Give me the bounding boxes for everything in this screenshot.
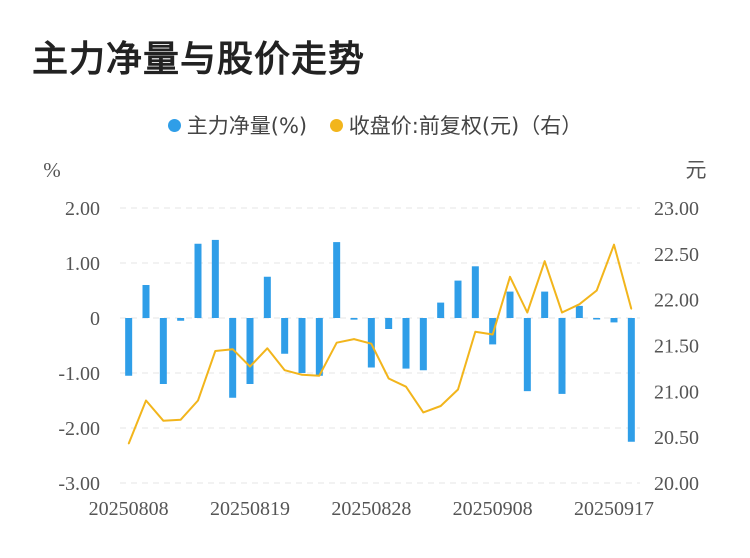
price-point (457, 388, 459, 391)
price-point (474, 330, 477, 333)
right-tick-label: 20.00 (654, 473, 699, 495)
bar (211, 239, 219, 318)
bar (419, 318, 427, 371)
legend-dot-close-price (329, 118, 343, 132)
right-tick-label: 21.50 (654, 336, 699, 358)
price-line (127, 243, 633, 444)
price-point (318, 374, 321, 377)
left-tick-label: -1.00 (58, 363, 100, 385)
price-point (630, 308, 633, 310)
bar (142, 285, 150, 318)
bar (471, 266, 479, 318)
price-point (543, 260, 546, 262)
left-tick-label: -3.00 (58, 473, 100, 495)
price-point (353, 338, 355, 340)
bar (385, 318, 393, 329)
price-point (595, 289, 598, 292)
x-tick-label: 20250808 (89, 498, 169, 520)
bar (350, 318, 358, 320)
bar (558, 318, 566, 394)
bar (575, 305, 583, 318)
price-point (613, 243, 615, 246)
price-point (405, 385, 407, 388)
price-point (162, 419, 165, 422)
bar (593, 318, 601, 320)
price-point (197, 399, 199, 402)
legend: 主力净量(%) 收盘价:前复权(元)（右） (0, 110, 750, 140)
right-tick-label: 20.50 (654, 427, 699, 449)
x-tick-label: 20250908 (453, 498, 533, 520)
price-point (387, 377, 390, 380)
bar (315, 318, 323, 376)
price-point (214, 350, 217, 352)
price-point (370, 342, 373, 345)
legend-label-net-flow: 主力净量(%) (186, 114, 308, 138)
bar (610, 318, 618, 323)
legend-item-close-price[interactable]: 收盘价:前复权(元)（右） (329, 110, 583, 140)
left-tick-label: -2.00 (58, 418, 100, 440)
left-tick-label: 2.00 (65, 198, 100, 220)
left-axis-unit: % (43, 158, 61, 182)
bar (402, 318, 410, 369)
x-tick-label: 20250819 (210, 498, 290, 520)
bar (437, 302, 445, 318)
bar (159, 318, 167, 384)
bar (281, 318, 289, 354)
right-tick-label: 21.00 (654, 381, 699, 403)
price-point (526, 311, 529, 314)
bar (125, 318, 133, 376)
price-point (249, 365, 251, 368)
left-tick-label: 0 (90, 308, 100, 330)
right-axis-unit: 元 (686, 158, 707, 182)
bar (541, 291, 549, 318)
right-tick-label: 23.00 (654, 198, 699, 220)
price-point (335, 341, 338, 344)
legend-item-net-flow[interactable]: 主力净量(%) (167, 110, 308, 140)
price-point (509, 275, 511, 278)
bar (627, 318, 635, 442)
bar (523, 318, 531, 392)
price-point (578, 303, 581, 306)
price-point (266, 347, 269, 350)
price-point (301, 374, 303, 376)
price-point (231, 348, 234, 350)
price-point (561, 311, 563, 314)
price-point (145, 399, 147, 402)
bar (177, 318, 185, 321)
x-tick-label: 20250828 (331, 498, 411, 520)
left-tick-label: 1.00 (65, 253, 100, 275)
price-point (491, 333, 494, 336)
bar (246, 318, 254, 384)
bar (333, 242, 341, 318)
right-tick-label: 22.50 (654, 244, 699, 266)
price-point (127, 442, 130, 445)
bar (229, 318, 237, 398)
bar (506, 291, 514, 318)
bar (194, 243, 202, 318)
x-tick-label: 20250917 (574, 498, 654, 520)
price-point (439, 405, 442, 407)
bar (298, 318, 306, 373)
bar (454, 280, 462, 318)
price-point (283, 369, 286, 372)
bar (263, 276, 271, 318)
legend-dot-net-flow (167, 118, 181, 132)
legend-label-close-price: 收盘价:前复权(元)（右） (348, 114, 583, 138)
price-point (422, 411, 425, 414)
price-point (179, 418, 182, 421)
right-tick-label: 22.00 (654, 290, 699, 312)
chart-title: 主力净量与股价走势 (32, 39, 366, 80)
